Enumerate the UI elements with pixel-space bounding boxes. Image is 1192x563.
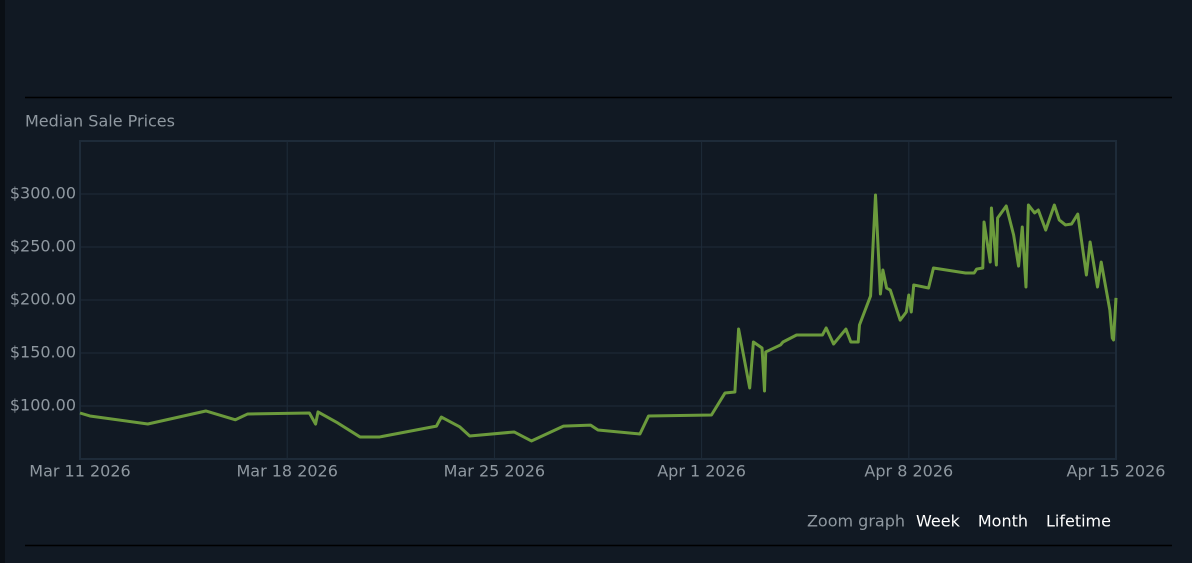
x-tick-label: Mar 18 2026 xyxy=(236,462,337,481)
left-strip xyxy=(0,0,5,563)
x-tick-label: Apr 1 2026 xyxy=(657,462,746,481)
y-tick-label: $250.00 xyxy=(10,237,76,256)
zoom-option[interactable]: Week xyxy=(916,512,961,531)
y-tick-label: $200.00 xyxy=(10,290,76,309)
y-tick-label: $150.00 xyxy=(10,343,76,362)
x-tick-label: Apr 8 2026 xyxy=(864,462,953,481)
y-tick-label: $300.00 xyxy=(10,184,76,203)
chart-title: Median Sale Prices xyxy=(25,112,175,131)
y-tick-label: $100.00 xyxy=(10,396,76,415)
price-line xyxy=(79,193,1118,443)
zoom-option[interactable]: Month xyxy=(978,512,1028,531)
zoom-label: Zoom graph xyxy=(807,512,905,531)
x-tick-label: Mar 25 2026 xyxy=(444,462,545,481)
x-tick-label: Mar 11 2026 xyxy=(29,462,130,481)
x-tick-label: Apr 15 2026 xyxy=(1067,462,1166,481)
zoom-option[interactable]: Lifetime xyxy=(1046,512,1111,531)
